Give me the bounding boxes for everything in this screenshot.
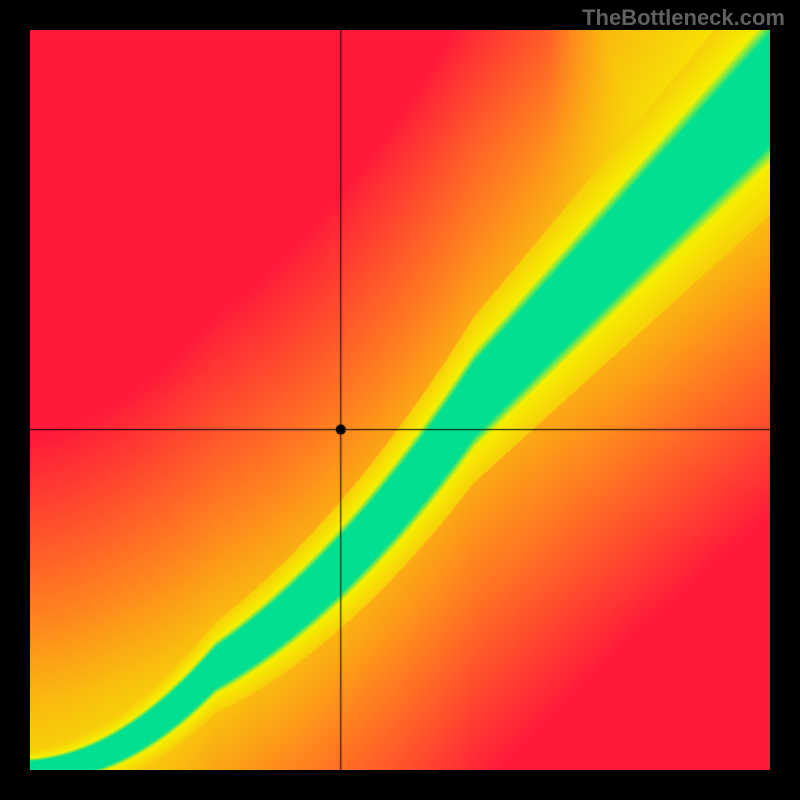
watermark-text: TheBottleneck.com <box>582 5 785 31</box>
heatmap-canvas <box>30 30 770 770</box>
heatmap-plot <box>30 30 770 770</box>
